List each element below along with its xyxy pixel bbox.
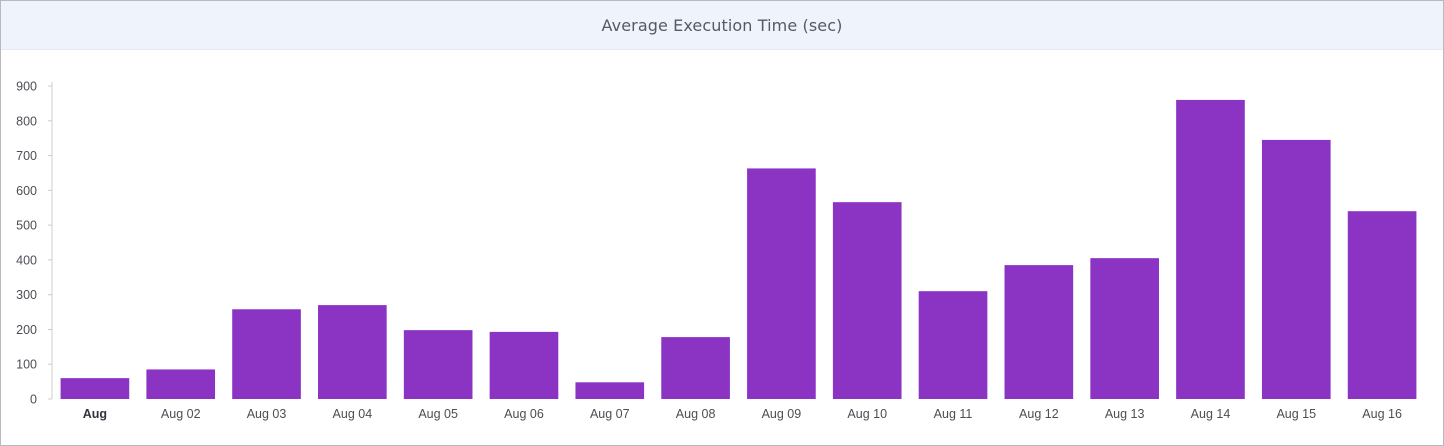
x-tick-label: Aug 09 <box>762 407 802 421</box>
x-tick-label: Aug 14 <box>1191 407 1231 421</box>
y-tick-label: 200 <box>16 323 37 337</box>
x-axis: Aug Aug 02 Aug 03 Aug 04 Aug 05 Aug 06 Aug 07 A… <box>83 407 1402 421</box>
bar-aug-14[interactable] <box>1176 99 1245 400</box>
x-tick-label: Aug 04 <box>333 407 373 421</box>
bar-aug-08[interactable] <box>661 337 730 399</box>
bar-aug-12[interactable] <box>1004 265 1074 399</box>
y-tick-label: 400 <box>16 253 37 267</box>
y-tick-label: 500 <box>16 219 37 233</box>
x-tick-label: Aug 16 <box>1362 407 1402 421</box>
bar-aug-05[interactable] <box>403 330 473 399</box>
x-tick-label: Aug 10 <box>847 407 887 421</box>
x-tick-label: Aug 11 <box>934 407 973 421</box>
bars <box>60 99 1417 400</box>
panel-header: Average Execution Time (sec) <box>1 1 1443 50</box>
y-tick-label: 800 <box>16 114 37 128</box>
x-tick-label: Aug 12 <box>1019 407 1059 421</box>
bar-aug-02[interactable] <box>146 369 216 399</box>
bar-aug-06[interactable] <box>489 331 559 399</box>
bar-aug-07[interactable] <box>575 382 645 399</box>
y-tick-label: 600 <box>16 184 37 198</box>
x-tick-label: Aug 05 <box>418 407 458 421</box>
bar-aug-13[interactable] <box>1090 258 1159 399</box>
x-tick-label: Aug <box>83 407 107 421</box>
bar-aug-09[interactable] <box>747 168 816 399</box>
x-tick-label: Aug 13 <box>1105 407 1145 421</box>
y-axis: 0 100 200 300 400 500 600 700 800 900 <box>16 80 53 407</box>
bar-aug-15[interactable] <box>1261 139 1331 399</box>
bar-aug-11[interactable] <box>918 291 988 399</box>
x-tick-label: Aug 02 <box>161 407 201 421</box>
x-tick-label: Aug 07 <box>590 407 630 421</box>
y-tick-label: 700 <box>16 149 37 163</box>
y-tick-label: 100 <box>16 358 37 372</box>
bar-aug-04[interactable] <box>318 305 387 399</box>
bar-aug[interactable] <box>60 378 130 399</box>
x-tick-label: Aug 15 <box>1276 407 1316 421</box>
bar-aug-10[interactable] <box>832 202 902 399</box>
y-tick-label: 0 <box>30 393 37 407</box>
x-tick-label: Aug 06 <box>504 407 544 421</box>
x-tick-label: Aug 03 <box>247 407 287 421</box>
y-tick-label: 900 <box>16 80 37 94</box>
bar-aug-16[interactable] <box>1347 211 1417 399</box>
x-tick-label: Aug 08 <box>676 407 716 421</box>
bar-aug-03[interactable] <box>232 309 301 399</box>
chart-title: Average Execution Time (sec) <box>601 15 843 35</box>
y-tick-label: 300 <box>16 288 37 302</box>
